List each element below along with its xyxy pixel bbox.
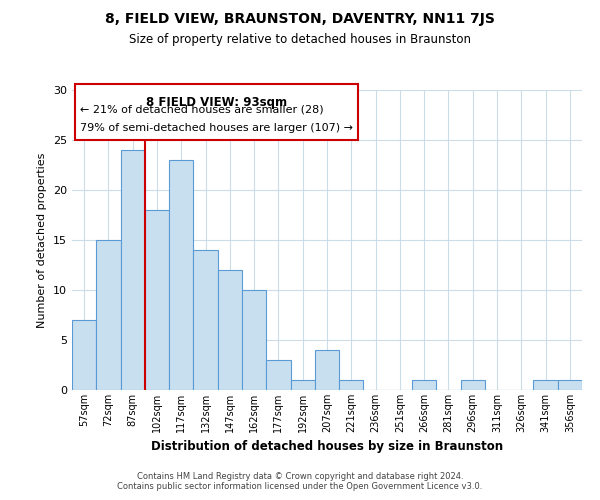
Text: Size of property relative to detached houses in Braunston: Size of property relative to detached ho… [129,32,471,46]
Bar [96,240,121,390]
Y-axis label: Number of detached properties: Number of detached properties [37,152,47,328]
Bar [145,210,169,390]
Bar [412,380,436,390]
Bar [72,320,96,390]
Bar [339,380,364,390]
Bar [218,270,242,390]
Bar [169,160,193,390]
FancyBboxPatch shape [74,84,358,140]
Bar [290,380,315,390]
Text: Contains public sector information licensed under the Open Government Licence v3: Contains public sector information licen… [118,482,482,491]
Bar [315,350,339,390]
Text: ← 21% of detached houses are smaller (28): ← 21% of detached houses are smaller (28… [80,104,323,114]
Bar [533,380,558,390]
X-axis label: Distribution of detached houses by size in Braunston: Distribution of detached houses by size … [151,440,503,454]
Bar [193,250,218,390]
Bar [242,290,266,390]
Bar [121,150,145,390]
Text: 79% of semi-detached houses are larger (107) →: 79% of semi-detached houses are larger (… [80,123,353,133]
Bar [266,360,290,390]
Bar [461,380,485,390]
Text: Contains HM Land Registry data © Crown copyright and database right 2024.: Contains HM Land Registry data © Crown c… [137,472,463,481]
Text: 8, FIELD VIEW, BRAUNSTON, DAVENTRY, NN11 7JS: 8, FIELD VIEW, BRAUNSTON, DAVENTRY, NN11… [105,12,495,26]
Text: 8 FIELD VIEW: 93sqm: 8 FIELD VIEW: 93sqm [146,96,287,109]
Bar [558,380,582,390]
